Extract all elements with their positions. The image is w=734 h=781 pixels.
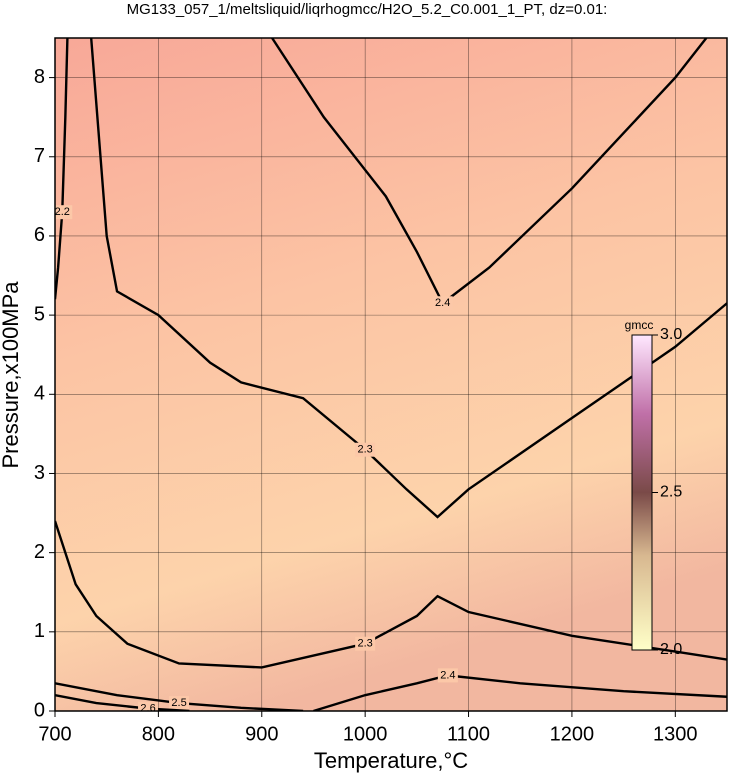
contour-label-bg [432, 296, 453, 311]
contour-layer: 2.4 2.3 2.3 2.4 2.2 2.5 2.6 [55, 38, 727, 715]
contour-line [89, 38, 727, 519]
y-tick-label: 1 [34, 620, 45, 642]
x-tick-label: 1100 [447, 723, 490, 745]
chart-title: MG133_057_1/meltsliquid/liqrhogmcc/H2O_5… [127, 1, 608, 18]
x-tick-label: 800 [142, 723, 175, 745]
y-tick-label: 4 [34, 383, 45, 405]
plot-area [55, 38, 727, 711]
y-tick-label: 8 [34, 66, 45, 88]
x-tick-label: 1000 [343, 723, 388, 745]
colorbar-title: gmcc [625, 318, 654, 332]
colorbar [631, 334, 653, 651]
colorbar-tick-label: 2.0 [660, 641, 682, 658]
contour-label-bg [437, 668, 458, 683]
contour-label: 2.4 [440, 669, 455, 681]
contour-label-bg [355, 442, 376, 457]
y-tick-label: 3 [34, 462, 45, 484]
x-axis-label: Temperature,°C [314, 748, 468, 773]
contour-label: 2.3 [358, 444, 373, 456]
contour-label-bg [138, 701, 159, 711]
contour-label-bg [169, 696, 190, 711]
y-axis-label: Pressure,x100MPa [0, 281, 23, 469]
x-tick-label: 900 [245, 723, 278, 745]
y-tick-label: 6 [34, 224, 45, 246]
contour-label-bg [55, 205, 73, 220]
y-tick-label: 0 [34, 699, 45, 721]
contour-label: 2.6 [140, 703, 155, 715]
y-tick-label: 2 [34, 541, 45, 563]
y-tick-label: 5 [34, 303, 45, 325]
plot-frame [54, 37, 728, 712]
y-tick-label: 7 [34, 145, 45, 167]
contour-label: 2.2 [55, 206, 70, 218]
colorbar-tick-label: 3.0 [660, 326, 682, 343]
contour-label: 2.4 [435, 297, 450, 309]
x-tick-label: 1200 [550, 723, 595, 745]
colorbar-tick-label: 2.5 [660, 484, 682, 501]
x-tick-label: 700 [38, 723, 71, 745]
x-tick-label: 1300 [653, 723, 698, 745]
contour-label: 2.5 [171, 697, 186, 709]
contour-label-bg [355, 636, 376, 651]
contour-label: 2.3 [358, 638, 373, 650]
contour-line [55, 693, 190, 711]
